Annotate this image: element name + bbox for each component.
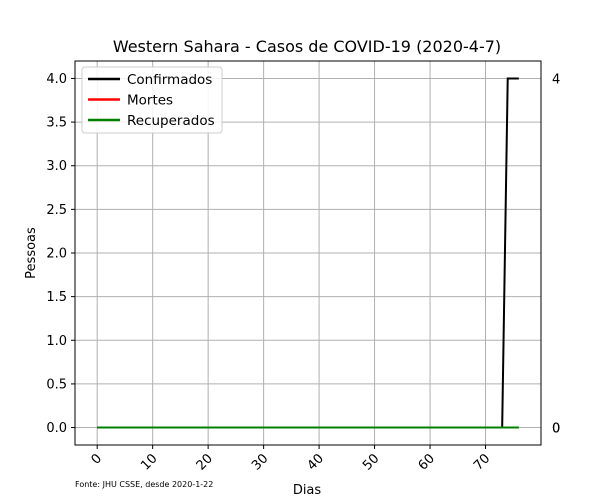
series-lines bbox=[97, 77, 519, 429]
y-tick-label: 0.5 bbox=[46, 377, 67, 392]
grid bbox=[75, 61, 541, 445]
x-tick-label: 60 bbox=[416, 451, 438, 473]
x-tick-label: 20 bbox=[194, 451, 216, 473]
y-tick-label: 3.5 bbox=[46, 116, 67, 131]
x-tick-label: 70 bbox=[471, 451, 493, 473]
y-tick-label: 2.0 bbox=[46, 247, 67, 262]
x-axis-label: Dias bbox=[293, 483, 322, 498]
x-tick-label: 30 bbox=[249, 451, 271, 473]
end-label-confirmados: 4 bbox=[552, 72, 560, 87]
plot-area bbox=[74, 60, 542, 446]
source-note: Fonte: JHU CSSE, desde 2020-1-22 bbox=[75, 480, 213, 489]
end-label-recuperados: 0 bbox=[552, 422, 560, 437]
y-tick-label: 1.5 bbox=[46, 290, 67, 305]
legend-box bbox=[81, 66, 223, 134]
y-tick-label: 4.0 bbox=[46, 72, 67, 87]
end-label-mortes: 0 bbox=[552, 422, 560, 437]
x-tick-label: 50 bbox=[360, 451, 382, 473]
y-tick-label: 0.0 bbox=[46, 421, 67, 436]
y-tick-label: 3.0 bbox=[46, 159, 67, 174]
chart-title: Western Sahara - Casos de COVID-19 (2020… bbox=[113, 37, 501, 56]
y-tick-label: 1.0 bbox=[46, 334, 67, 349]
legend-label-confirmados: Confirmados bbox=[127, 72, 212, 88]
x-axis-ticks: 0 10 20 30 40 50 60 70 bbox=[89, 445, 493, 474]
x-tick-label: 10 bbox=[138, 451, 160, 473]
y-tick-label: 2.5 bbox=[46, 203, 67, 218]
legend-label-recuperados: Recuperados bbox=[127, 113, 215, 129]
x-tick-label: 40 bbox=[305, 451, 327, 473]
end-labels: 400 bbox=[552, 72, 560, 436]
y-axis-ticks: 0.0 0.5 1.0 1.5 2.0 2.5 3.0 3.5 4.0 bbox=[46, 72, 75, 436]
x-tick-label: 0 bbox=[89, 451, 105, 467]
legend: Confirmados Mortes Recuperados bbox=[81, 66, 223, 134]
legend-label-mortes: Mortes bbox=[127, 93, 173, 109]
y-axis-label: Pessoas bbox=[24, 227, 39, 279]
